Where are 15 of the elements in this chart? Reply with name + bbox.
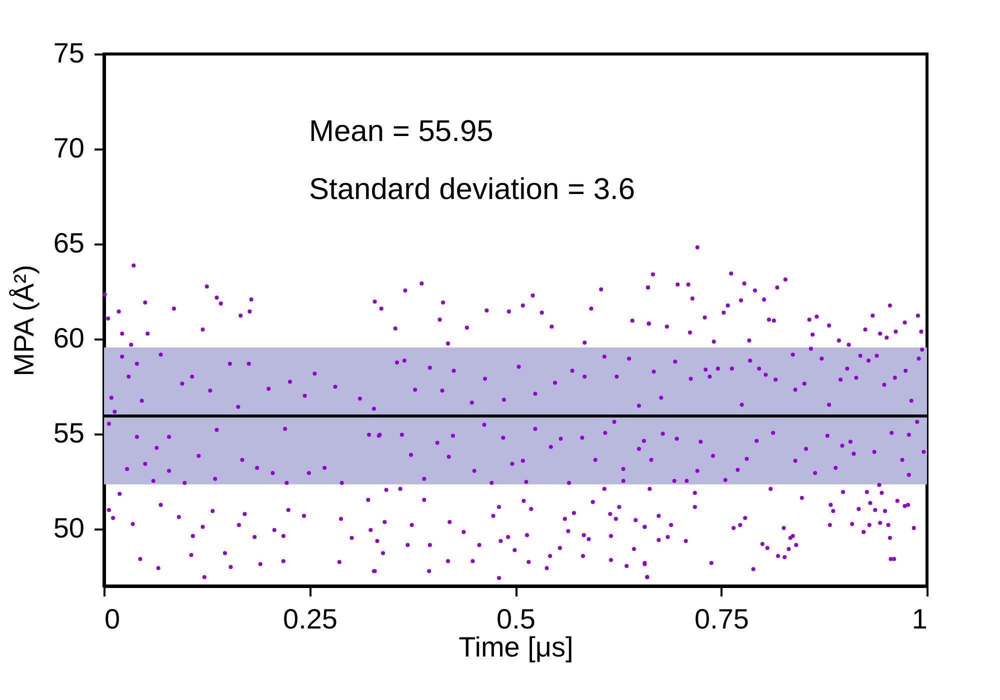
x-axis-title: Time [μs] xyxy=(458,632,574,662)
annotation: Standard deviation = 3.6 xyxy=(309,173,636,206)
annotation: Mean = 55.95 xyxy=(309,115,494,148)
x-tick-label: 0 xyxy=(104,604,120,634)
y-tick-label: 70 xyxy=(53,132,84,164)
x-tick-label: 0.75 xyxy=(694,604,749,634)
y-tick-label: 75 xyxy=(53,38,84,68)
x-tick-label: 0.5 xyxy=(496,604,536,634)
y-axis-title: MPA (Å²) xyxy=(8,264,40,376)
y-tick-label: 55 xyxy=(53,418,84,448)
y-tick-label: 60 xyxy=(53,322,84,354)
y-tick-label: 50 xyxy=(53,512,84,544)
x-tick-label: 1 xyxy=(912,604,928,634)
y-tick-label: 65 xyxy=(53,228,84,258)
x-tick-label: 0.25 xyxy=(283,604,338,634)
